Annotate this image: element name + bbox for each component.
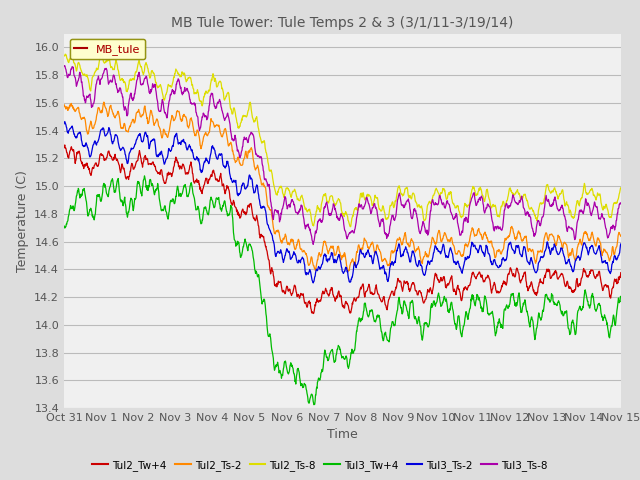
Title: MB Tule Tower: Tule Temps 2 & 3 (3/1/11-3/19/14): MB Tule Tower: Tule Temps 2 & 3 (3/1/11-…: [172, 16, 513, 30]
Legend: MB_tule: MB_tule: [70, 39, 145, 59]
Y-axis label: Temperature (C): Temperature (C): [16, 170, 29, 272]
X-axis label: Time: Time: [327, 429, 358, 442]
Legend: Tul2_Tw+4, Tul2_Ts-2, Tul2_Ts-8, Tul3_Tw+4, Tul3_Ts-2, Tul3_Ts-8: Tul2_Tw+4, Tul2_Ts-2, Tul2_Ts-8, Tul3_Tw…: [88, 456, 552, 475]
